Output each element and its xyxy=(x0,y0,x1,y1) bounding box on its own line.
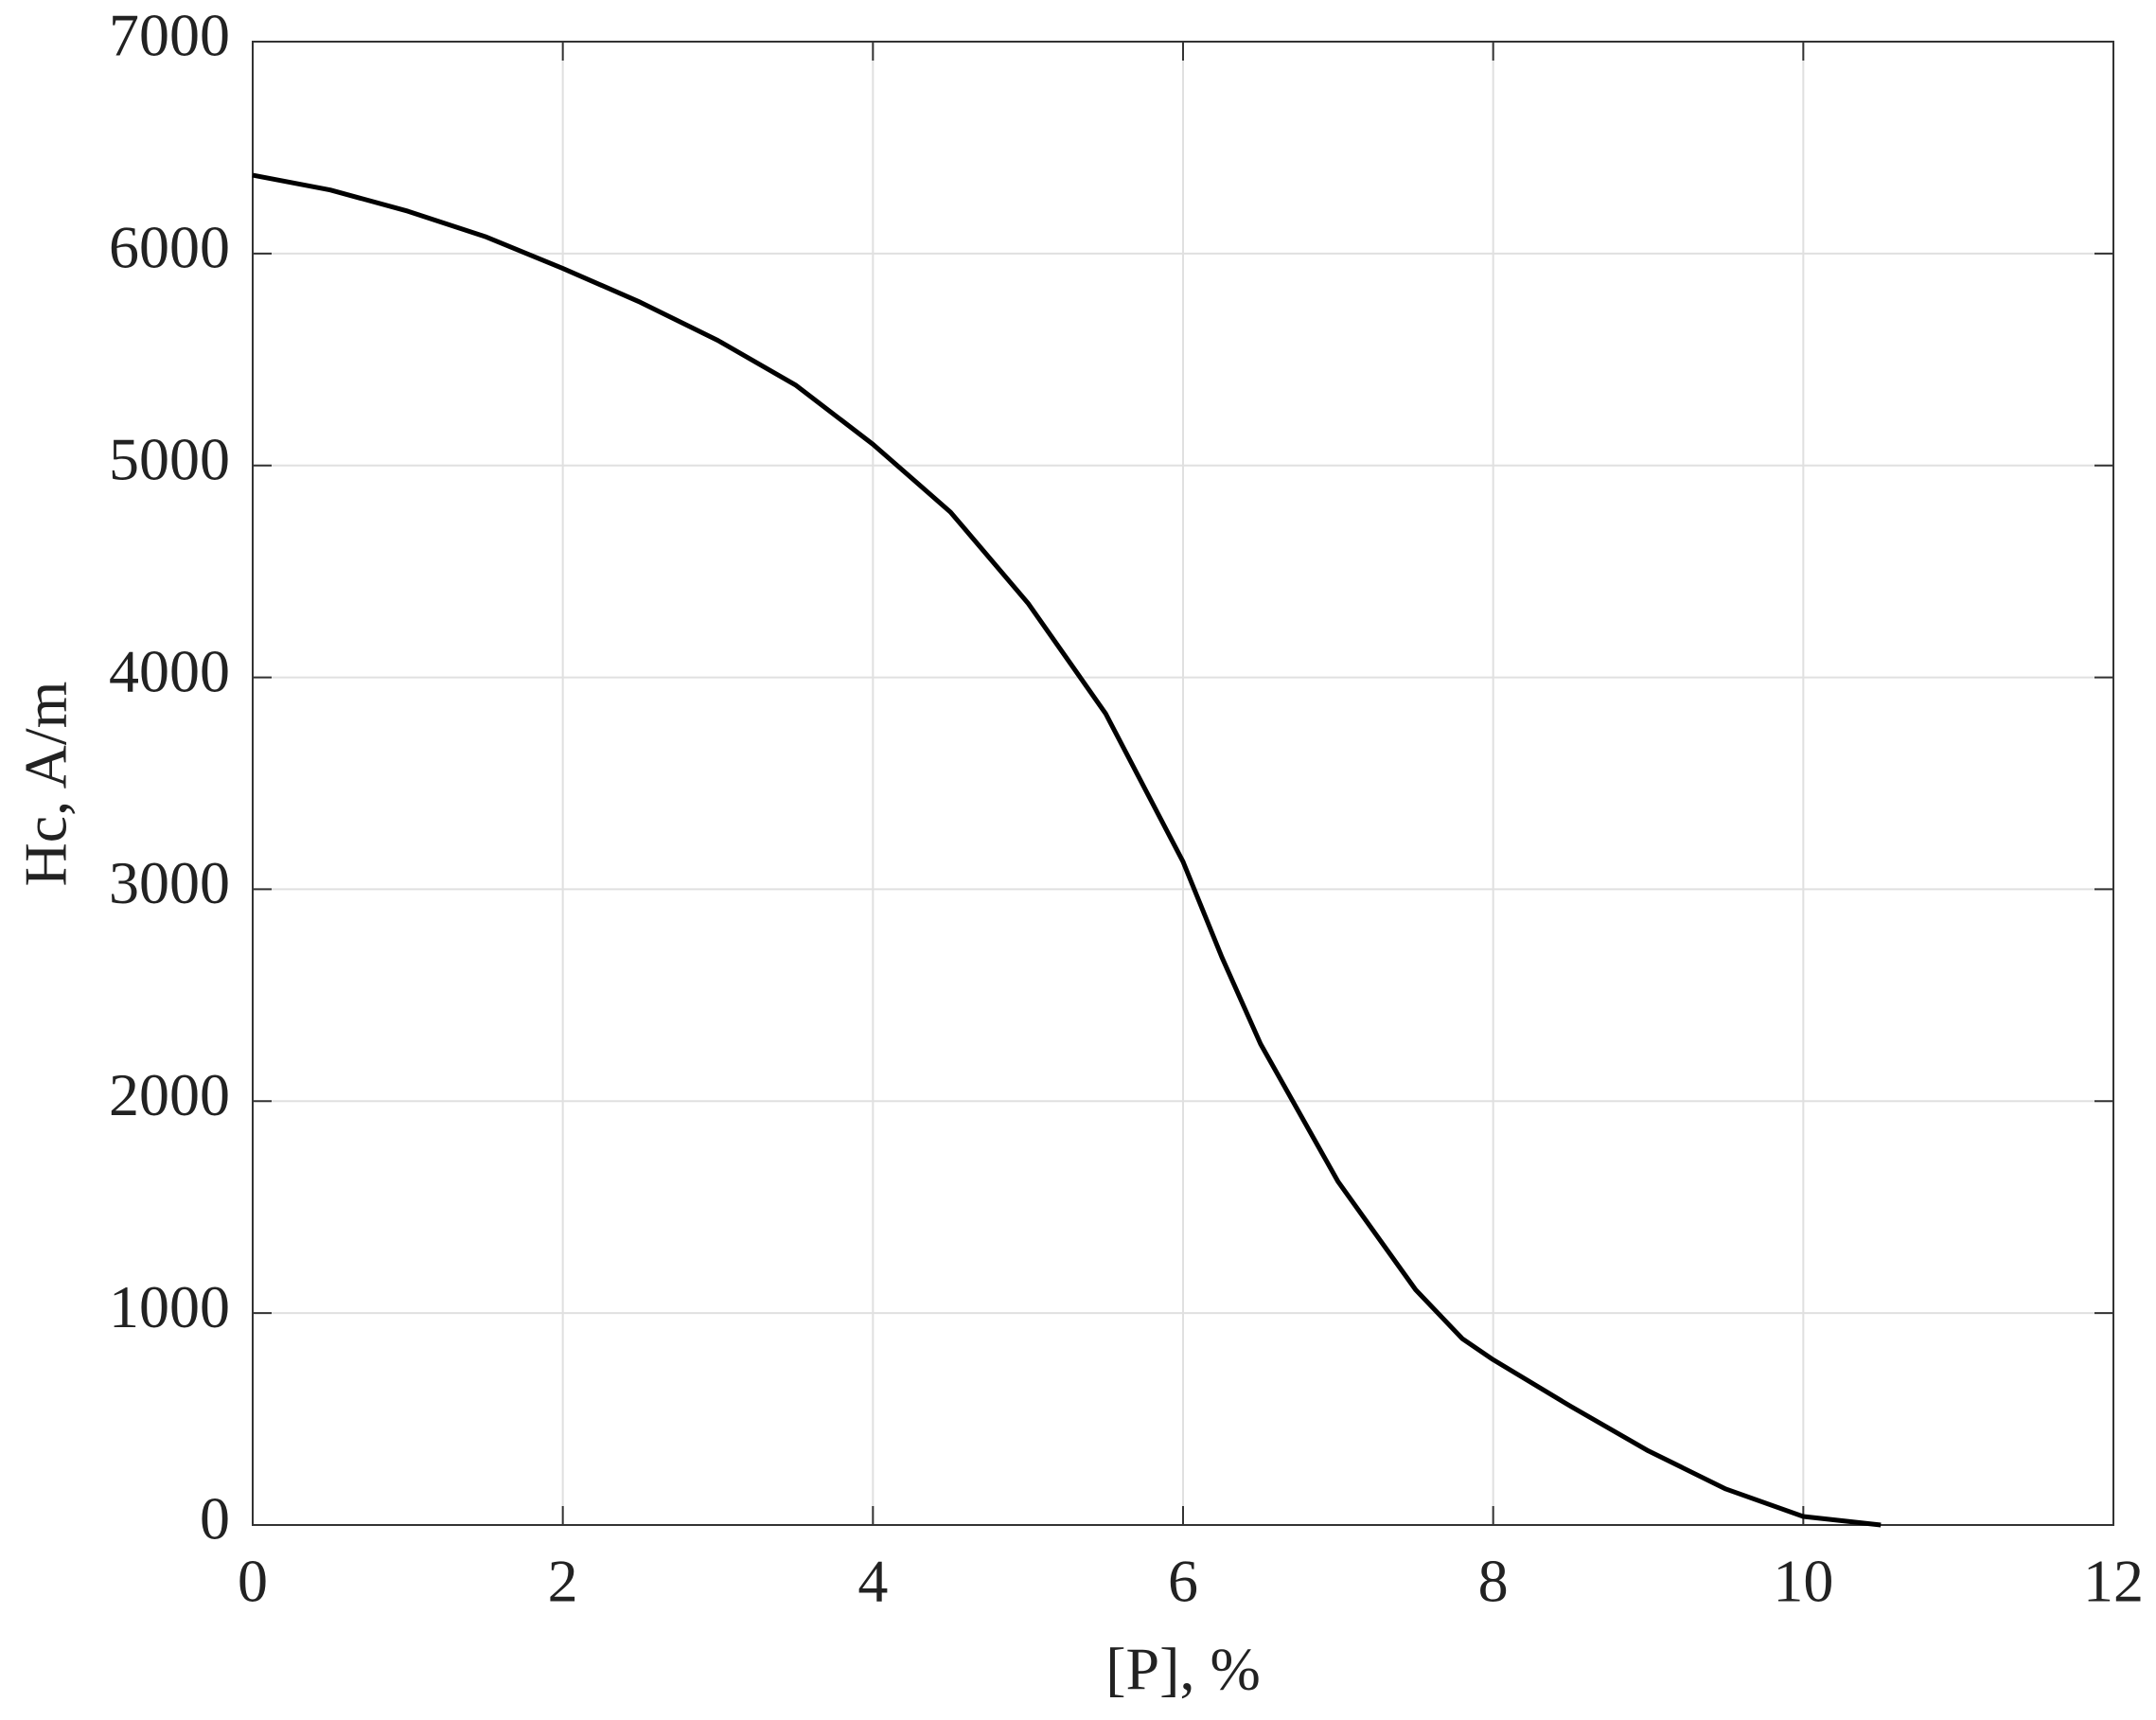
x-tick-label: 4 xyxy=(857,1548,888,1615)
y-tick-label: 5000 xyxy=(109,425,230,492)
y-tick-label: 4000 xyxy=(109,637,230,704)
data-line xyxy=(252,172,1882,1528)
y-tick-label: 0 xyxy=(200,1485,230,1552)
x-tick-label: 2 xyxy=(548,1548,578,1615)
y-axis-label: Hc, A/m xyxy=(12,682,80,887)
plot-frame xyxy=(252,41,2114,1526)
y-tick-label: 7000 xyxy=(109,2,230,69)
x-tick-label: 12 xyxy=(2083,1548,2144,1615)
y-tick-label: 6000 xyxy=(109,214,230,281)
x-tick-label: 10 xyxy=(1773,1548,1833,1615)
y-tick-label: 3000 xyxy=(109,849,230,916)
y-tick-label: 1000 xyxy=(109,1273,230,1340)
x-tick-label: 8 xyxy=(1478,1548,1509,1615)
x-tick-label: 6 xyxy=(1168,1548,1198,1615)
x-tick-label: 0 xyxy=(238,1548,268,1615)
y-tick-label: 2000 xyxy=(109,1061,230,1128)
x-axis-label: [P], % xyxy=(1105,1636,1261,1703)
